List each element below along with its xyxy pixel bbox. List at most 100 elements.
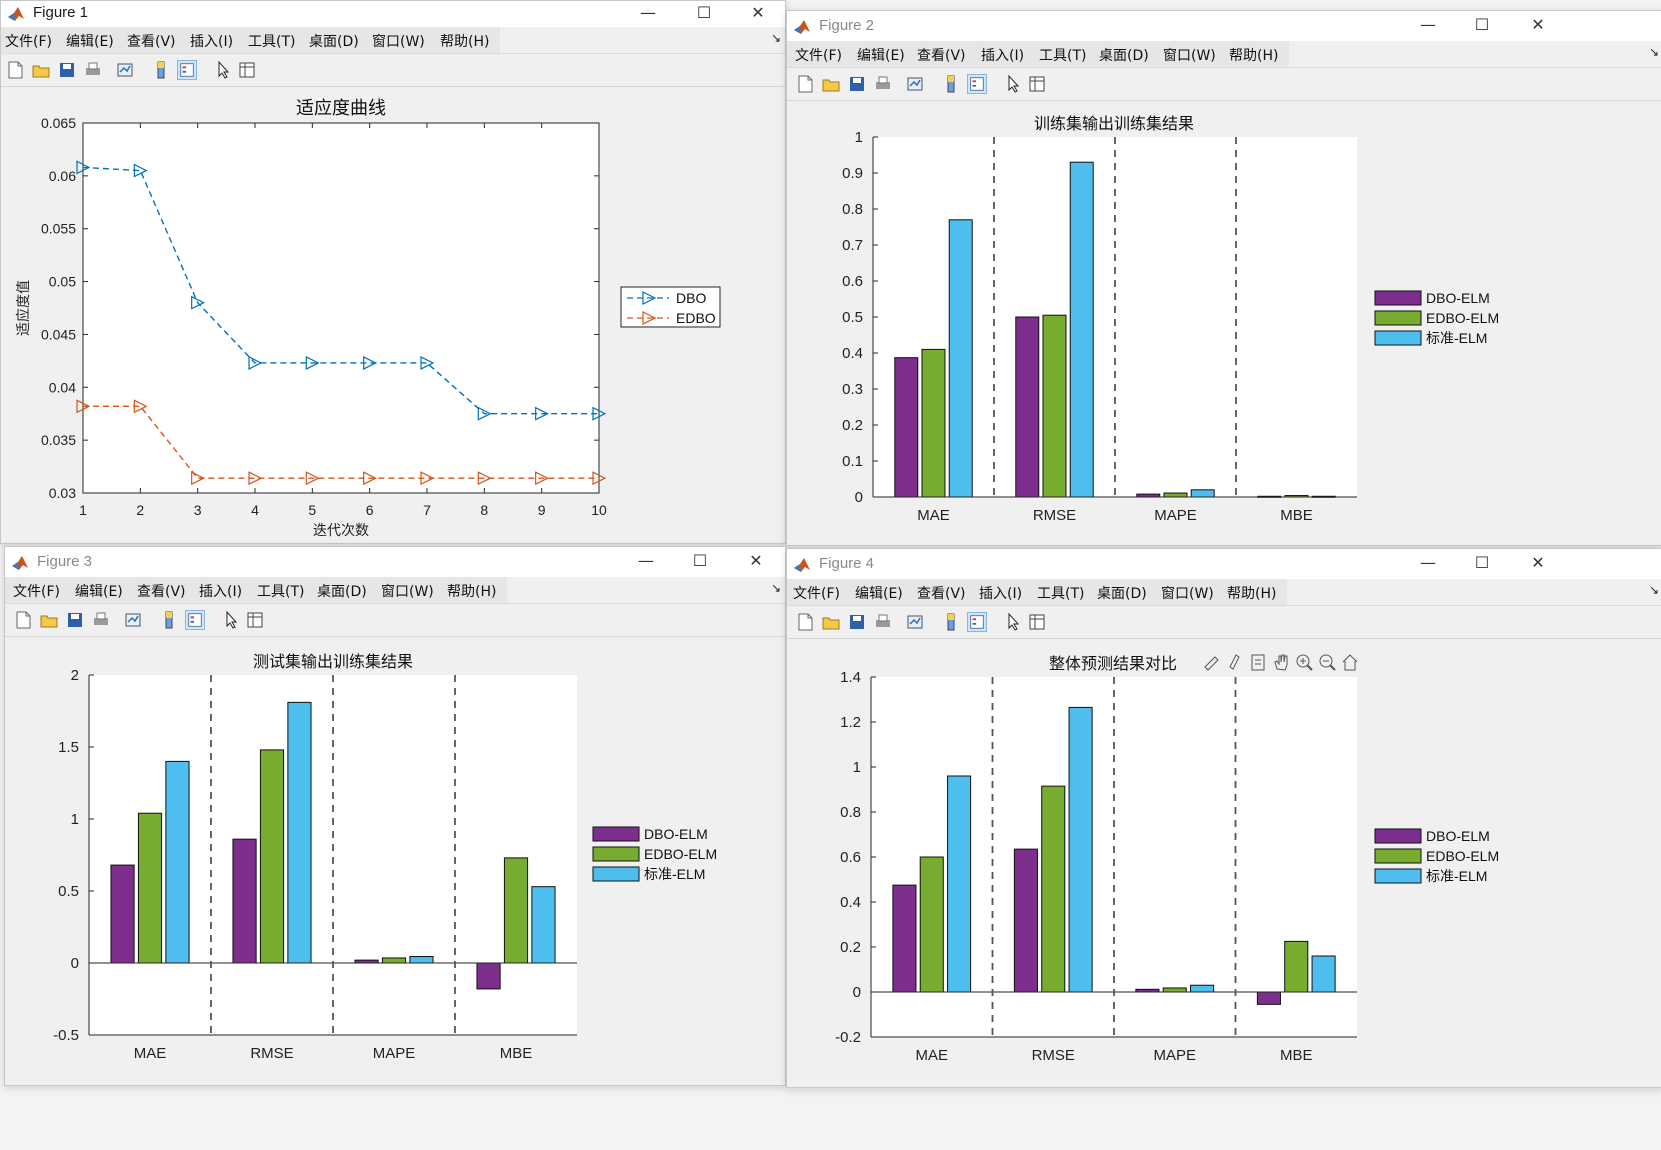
- data-tip-icon[interactable]: [1229, 654, 1240, 670]
- pan-icon[interactable]: [1274, 654, 1288, 671]
- maximize-button[interactable]: ☐: [696, 3, 712, 22]
- title-bar[interactable]: Figure 1 — ☐ ✕: [1, 1, 785, 27]
- menu-item-3[interactable]: 插入(I): [981, 48, 1025, 64]
- legend[interactable]: DBO-ELM EDBO-ELM 标准-ELM: [592, 826, 717, 882]
- menu-item-1[interactable]: 编辑(E): [857, 48, 905, 64]
- title-bar[interactable]: Figure 3 — ☐ ✕: [5, 547, 785, 577]
- close-button[interactable]: ✕: [1531, 553, 1545, 572]
- menu-item-1[interactable]: 编辑(E): [75, 584, 123, 600]
- home-icon[interactable]: [1342, 654, 1358, 671]
- legend[interactable]: DBO-ELM EDBO-ELM 标准-ELM: [1374, 828, 1499, 884]
- menu-item-6[interactable]: 窗口(W): [372, 34, 425, 50]
- link-plot-icon[interactable]: [123, 610, 143, 630]
- print-icon[interactable]: [83, 60, 103, 80]
- menu-item-1[interactable]: 编辑(E): [66, 34, 114, 50]
- save-icon[interactable]: [57, 60, 77, 80]
- zoom-out-icon[interactable]: [1319, 654, 1336, 671]
- figure-2-window[interactable]: Figure 2 — ☐ ✕ 文件(F) 编辑(E) 查看(V) 插入(I) 工具(T)…: [786, 10, 1661, 546]
- legend-icon[interactable]: [177, 60, 197, 80]
- new-figure-icon[interactable]: [795, 612, 815, 632]
- menu-item-6[interactable]: 窗口(W): [1161, 586, 1214, 602]
- menu-item-4[interactable]: 工具(T): [1037, 586, 1085, 602]
- legend-icon[interactable]: [967, 74, 987, 94]
- menu-item-2[interactable]: 查看(V): [137, 584, 186, 600]
- maximize-button[interactable]: ☐: [692, 551, 708, 570]
- print-icon[interactable]: [91, 610, 111, 630]
- colorbar-icon[interactable]: [151, 60, 171, 80]
- open-file-icon[interactable]: [821, 74, 841, 94]
- menu-item-5[interactable]: 桌面(D): [317, 584, 367, 600]
- new-figure-icon[interactable]: [13, 610, 33, 630]
- legend[interactable]: DBO EDBO: [620, 286, 721, 328]
- title-bar[interactable]: Figure 2 — ☐ ✕: [787, 11, 1661, 41]
- link-plot-icon[interactable]: [115, 60, 135, 80]
- dock-arrow-icon[interactable]: ↘: [1649, 45, 1660, 59]
- figure-4-window[interactable]: Figure 4 — ☐ ✕ 文件(F) 编辑(E) 查看(V) 插入(I) 工具(T)…: [786, 548, 1661, 1088]
- figure-3-window[interactable]: Figure 3 — ☐ ✕ 文件(F) 编辑(E) 查看(V) 插入(I) 工具(T)…: [4, 546, 786, 1086]
- menu-item-6[interactable]: 窗口(W): [1163, 48, 1216, 64]
- menu-item-6[interactable]: 窗口(W): [381, 584, 434, 600]
- menu-item-0[interactable]: 文件(F): [13, 584, 60, 600]
- brush-icon[interactable]: [1204, 656, 1219, 671]
- print-icon[interactable]: [873, 612, 893, 632]
- figure-1-window[interactable]: Figure 1 — ☐ ✕ 文件(F) 编辑(E) 查看(V) 插入(I) 工具(T)…: [0, 0, 786, 544]
- open-file-icon[interactable]: [31, 60, 51, 80]
- print-icon[interactable]: [873, 74, 893, 94]
- minimize-button[interactable]: —: [638, 551, 654, 570]
- menu-item-5[interactable]: 桌面(D): [1097, 586, 1147, 602]
- legend[interactable]: DBO-ELM EDBO-ELM 标准-ELM: [1374, 290, 1499, 346]
- menu-item-7[interactable]: 帮助(H): [1229, 48, 1279, 64]
- new-figure-icon[interactable]: [795, 74, 815, 94]
- menu-item-7[interactable]: 帮助(H): [1227, 586, 1277, 602]
- menu-item-2[interactable]: 查看(V): [917, 586, 966, 602]
- menu-item-3[interactable]: 插入(I): [190, 34, 234, 50]
- minimize-button[interactable]: —: [1420, 15, 1436, 34]
- link-plot-icon[interactable]: [905, 74, 925, 94]
- menu-item-7[interactable]: 帮助(H): [440, 34, 490, 50]
- property-inspector-icon[interactable]: [245, 610, 265, 630]
- menu-item-0[interactable]: 文件(F): [5, 34, 52, 50]
- menu-item-0[interactable]: 文件(F): [793, 586, 840, 602]
- menu-item-2[interactable]: 查看(V): [127, 34, 176, 50]
- link-plot-icon[interactable]: [905, 612, 925, 632]
- close-button[interactable]: ✕: [751, 3, 765, 22]
- menu-item-4[interactable]: 工具(T): [1039, 48, 1087, 64]
- title-bar[interactable]: Figure 4 — ☐ ✕: [787, 549, 1661, 579]
- pointer-icon[interactable]: [221, 610, 241, 630]
- colorbar-icon[interactable]: [941, 612, 961, 632]
- pointer-icon[interactable]: [1003, 612, 1023, 632]
- menu-item-0[interactable]: 文件(F): [795, 48, 842, 64]
- dock-arrow-icon[interactable]: ↘: [771, 581, 782, 595]
- maximize-button[interactable]: ☐: [1474, 553, 1490, 572]
- menu-item-2[interactable]: 查看(V): [917, 48, 966, 64]
- colorbar-icon[interactable]: [159, 610, 179, 630]
- dock-arrow-icon[interactable]: ↘: [771, 31, 782, 45]
- menu-item-1[interactable]: 编辑(E): [855, 586, 903, 602]
- legend-icon[interactable]: [967, 612, 987, 632]
- minimize-button[interactable]: —: [640, 3, 656, 22]
- close-button[interactable]: ✕: [1531, 15, 1545, 34]
- menu-item-5[interactable]: 桌面(D): [1099, 48, 1149, 64]
- save-icon[interactable]: [847, 74, 867, 94]
- pointer-icon[interactable]: [213, 60, 233, 80]
- rotate-icon[interactable]: [1251, 654, 1265, 671]
- close-button[interactable]: ✕: [749, 551, 763, 570]
- menu-item-3[interactable]: 插入(I): [979, 586, 1023, 602]
- minimize-button[interactable]: —: [1420, 553, 1436, 572]
- menu-item-7[interactable]: 帮助(H): [447, 584, 497, 600]
- open-file-icon[interactable]: [821, 612, 841, 632]
- save-icon[interactable]: [65, 610, 85, 630]
- menu-item-5[interactable]: 桌面(D): [309, 34, 359, 50]
- dock-arrow-icon[interactable]: ↘: [1649, 583, 1660, 597]
- zoom-in-icon[interactable]: [1296, 654, 1313, 671]
- save-icon[interactable]: [847, 612, 867, 632]
- new-figure-icon[interactable]: [5, 60, 25, 80]
- legend-icon[interactable]: [185, 610, 205, 630]
- menu-item-4[interactable]: 工具(T): [248, 34, 296, 50]
- pointer-icon[interactable]: [1003, 74, 1023, 94]
- menu-item-4[interactable]: 工具(T): [257, 584, 305, 600]
- property-inspector-icon[interactable]: [1027, 74, 1047, 94]
- property-inspector-icon[interactable]: [1027, 612, 1047, 632]
- property-inspector-icon[interactable]: [237, 60, 257, 80]
- open-file-icon[interactable]: [39, 610, 59, 630]
